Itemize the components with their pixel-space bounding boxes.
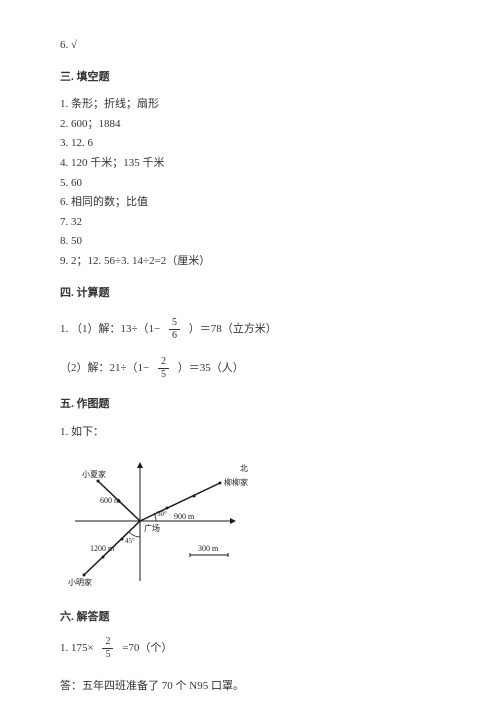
fraction: 2 5 bbox=[158, 357, 169, 380]
frac-den: 6 bbox=[169, 330, 180, 341]
fig-dist-bl: 1200 m bbox=[90, 544, 115, 553]
fig-label-ne: 北 bbox=[240, 464, 248, 473]
s4-l2-prefix: （2）解：21÷（1− bbox=[60, 362, 149, 374]
frac-den: 5 bbox=[158, 369, 169, 380]
s5-item1: 1. 如下： bbox=[60, 424, 440, 442]
fraction: 2 5 bbox=[102, 637, 113, 660]
frac-den: 5 bbox=[102, 649, 113, 660]
top-item: 6. √ bbox=[60, 37, 440, 55]
fraction: 5 6 bbox=[169, 318, 180, 341]
s3-item: 3. 12. 6 bbox=[60, 135, 440, 153]
section6-title: 六. 解答题 bbox=[60, 609, 440, 627]
s6-line1: 1. 175× 2 5 =70（个） bbox=[60, 637, 440, 660]
fig-dist-right: 900 m bbox=[174, 512, 195, 521]
s4-l1-prefix: 1. （1）解：13÷（1− bbox=[60, 323, 160, 335]
s6-l1-suffix: =70（个） bbox=[122, 642, 172, 654]
fig-label-b: 小明家 bbox=[68, 577, 92, 587]
fig-label-tl: 小夏家 bbox=[82, 469, 106, 479]
s3-item: 6. 相同的数；比值 bbox=[60, 194, 440, 212]
s3-item: 1. 条形；折线；扇形 bbox=[60, 96, 440, 114]
s3-item: 9. 2；12. 56÷3. 14÷2=2（厘米） bbox=[60, 253, 440, 271]
s4-line1: 1. （1）解：13÷（1− 5 6 ）＝78（立方米） bbox=[60, 318, 440, 341]
s3-item: 4. 120 千米；135 千米 bbox=[60, 155, 440, 173]
figure-diagram: 小夏家 柳柳家 小明家 广场 北 600 m 900 m 1200 m 300 … bbox=[60, 451, 260, 591]
s4-line2: （2）解：21÷（1− 2 5 ）＝35（人） bbox=[60, 357, 440, 380]
fig-label-c: 广场 bbox=[144, 523, 160, 533]
s6-l1-prefix: 1. 175× bbox=[60, 642, 94, 654]
section4-title: 四. 计算题 bbox=[60, 285, 440, 303]
fig-angle2: 45° bbox=[125, 537, 135, 545]
s3-item: 7. 32 bbox=[60, 214, 440, 232]
frac-num: 2 bbox=[158, 357, 169, 369]
frac-num: 2 bbox=[102, 637, 113, 649]
frac-num: 5 bbox=[169, 318, 180, 330]
s4-l2-suffix: ）＝35（人） bbox=[178, 362, 244, 374]
s4-l1-suffix: ）＝78（立方米） bbox=[189, 323, 277, 335]
s3-item: 8. 50 bbox=[60, 233, 440, 251]
fig-scale: 300 m bbox=[198, 544, 219, 553]
fig-dist-top: 600 m bbox=[100, 496, 121, 505]
fig-label-r: 柳柳家 bbox=[224, 477, 248, 487]
s3-item: 2. 600；1884 bbox=[60, 116, 440, 134]
section5-title: 五. 作图题 bbox=[60, 396, 440, 414]
s6-answer: 答：五年四班准备了 70 个 N95 口罩。 bbox=[60, 678, 440, 696]
section3-title: 三. 填空题 bbox=[60, 69, 440, 87]
s3-item: 5. 60 bbox=[60, 175, 440, 193]
fig-angle1: 30° bbox=[157, 510, 167, 518]
